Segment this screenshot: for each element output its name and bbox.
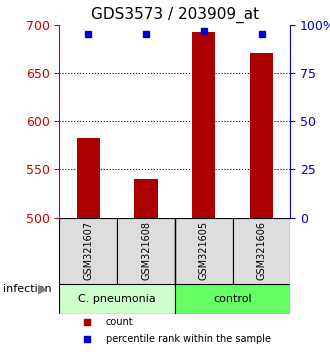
Bar: [135, 179, 158, 217]
FancyBboxPatch shape: [175, 284, 290, 314]
FancyBboxPatch shape: [117, 217, 175, 284]
Bar: [250, 53, 273, 217]
Text: GSM321607: GSM321607: [83, 221, 93, 280]
Title: GDS3573 / 203909_at: GDS3573 / 203909_at: [91, 7, 259, 23]
Text: GSM321608: GSM321608: [141, 221, 151, 280]
Text: infection: infection: [3, 284, 52, 293]
Bar: [77, 138, 100, 217]
FancyBboxPatch shape: [233, 217, 290, 284]
FancyBboxPatch shape: [175, 217, 233, 284]
Text: count: count: [106, 317, 133, 327]
Text: ▶: ▶: [38, 282, 48, 295]
Text: GSM321606: GSM321606: [256, 221, 267, 280]
FancyBboxPatch shape: [59, 217, 117, 284]
Text: GSM321605: GSM321605: [199, 221, 209, 280]
FancyBboxPatch shape: [59, 284, 175, 314]
Bar: [192, 32, 215, 217]
Text: percentile rank within the sample: percentile rank within the sample: [106, 334, 271, 344]
Text: C. pneumonia: C. pneumonia: [78, 294, 156, 304]
Text: control: control: [213, 294, 252, 304]
